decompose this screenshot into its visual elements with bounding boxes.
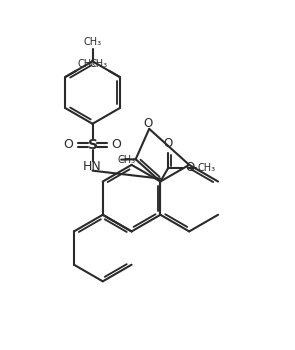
Text: O: O	[164, 137, 173, 150]
Text: CH₃: CH₃	[83, 37, 101, 47]
Text: CH₃: CH₃	[198, 163, 216, 173]
Text: O: O	[186, 161, 195, 174]
Text: HN: HN	[83, 160, 102, 173]
Text: O: O	[63, 138, 73, 151]
Text: S: S	[88, 138, 98, 152]
Text: CH₃: CH₃	[118, 155, 136, 165]
Text: CH₃: CH₃	[89, 60, 108, 69]
Text: CH₃: CH₃	[77, 60, 96, 69]
Text: O: O	[143, 117, 152, 131]
Text: O: O	[112, 138, 122, 151]
